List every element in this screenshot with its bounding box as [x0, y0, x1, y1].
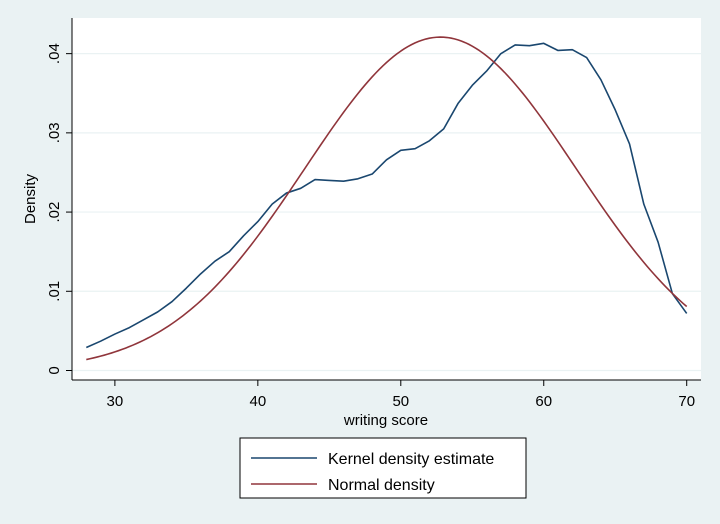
x-tick-label: 30 [107, 393, 124, 410]
y-tick-label: .03 [46, 122, 63, 143]
x-tick-label: 60 [535, 393, 552, 410]
legend: Kernel density estimate Normal density [239, 437, 527, 499]
legend-label-kernel: Kernel density estimate [328, 451, 494, 468]
legend-label-normal: Normal density [328, 477, 435, 494]
x-axis-title: writing score [343, 412, 428, 429]
y-tick-label: .01 [46, 281, 63, 302]
legend-box [239, 437, 527, 499]
y-tick-label: .04 [46, 43, 63, 64]
x-tick-label: 70 [678, 393, 695, 410]
y-tick-label: .02 [46, 202, 63, 223]
y-tick-label: 0 [46, 366, 63, 374]
normal-density-line [86, 36, 688, 361]
y-axis-title: Density [22, 173, 39, 224]
x-tick-label: 50 [392, 393, 409, 410]
plot-area [72, 18, 701, 380]
x-tick-label: 40 [249, 393, 266, 410]
kernel-density-line [85, 42, 688, 349]
